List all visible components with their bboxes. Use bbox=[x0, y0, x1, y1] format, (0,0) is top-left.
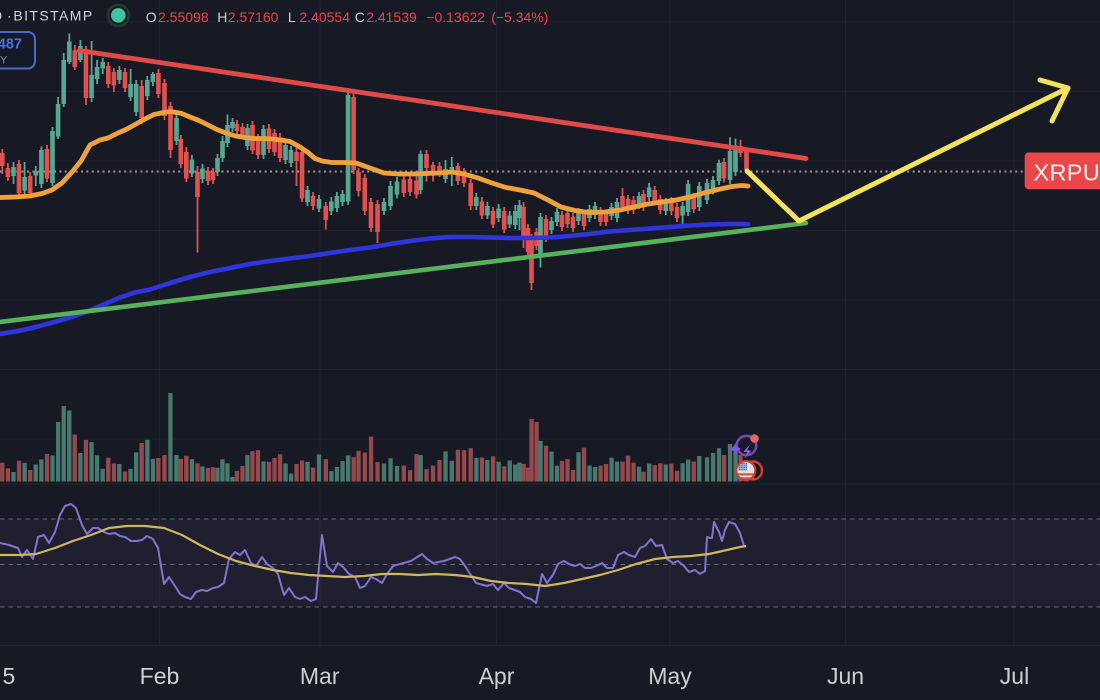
svg-text:487: 487 bbox=[0, 37, 22, 53]
svg-text:Feb: Feb bbox=[140, 663, 180, 689]
svg-text:Apr: Apr bbox=[479, 663, 515, 689]
svg-text:May: May bbox=[648, 663, 692, 689]
svg-text:Jun: Jun bbox=[827, 663, 864, 689]
svg-text:XRPUS: XRPUS bbox=[1034, 160, 1100, 186]
svg-text:D·BITSTAMP: D·BITSTAMP bbox=[0, 8, 94, 24]
svg-text:Mar: Mar bbox=[300, 663, 340, 689]
svg-text:Jul: Jul bbox=[1000, 663, 1029, 689]
svg-text:Y: Y bbox=[0, 55, 8, 67]
svg-text:5: 5 bbox=[3, 663, 16, 689]
